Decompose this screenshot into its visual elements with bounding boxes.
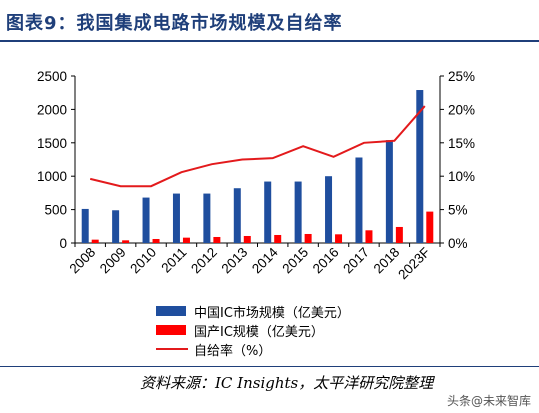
bar-market-2013: [233, 188, 241, 243]
x-tick-label: 2016: [310, 245, 342, 277]
x-tick-label: 2008: [66, 245, 98, 277]
x-tick-label: 2013: [219, 245, 251, 277]
report-header: 图表9：我国集成电路市场规模及自给率: [0, 0, 539, 42]
legend-label-domestic: 国产IC规模（亿美元）: [194, 325, 324, 340]
legend-item-domestic: 国产IC规模（亿美元）: [150, 321, 480, 340]
bar-domestic-2016: [335, 234, 343, 243]
bar-market-2012: [203, 193, 211, 243]
legend-item-selfsufficiency: 自给率（%）: [150, 340, 480, 359]
bar-domestic-2012: [213, 236, 221, 243]
legend-label-selfsufficiency: 自给率（%）: [194, 344, 272, 359]
x-tick-label: 2009: [97, 245, 129, 277]
bar-domestic-2009: [122, 240, 130, 243]
legend-item-market: 中国IC市场规模（亿美元）: [150, 302, 480, 321]
bar-domestic-2010: [152, 238, 160, 243]
legend-swatch-selfsufficiency: [156, 348, 188, 350]
x-tick-label: 2014: [249, 244, 281, 276]
x-tick-label: 2011: [158, 245, 189, 276]
bar-market-2017: [355, 157, 363, 243]
bar-market-2014: [264, 181, 272, 243]
bar-market-2009: [112, 210, 120, 243]
bar-domestic-2017: [365, 230, 373, 243]
chart-area: 0 500 1000 1500 2000 2500 0% 5% 10% 15% 20% 25% 2008…: [37, 69, 475, 283]
title-divider: [0, 40, 539, 42]
bar-market-2018: [385, 140, 393, 243]
y-left-tick-label: 1500: [37, 136, 67, 151]
y-left-tick-label: 500: [44, 203, 67, 218]
y-right-tick-label: 5%: [448, 203, 468, 218]
y-left-tick-label: 2000: [37, 102, 67, 117]
bar-domestic-2018: [395, 226, 403, 243]
y-right-tick-label: 15%: [448, 136, 475, 151]
y-left-tick-label: 1000: [37, 169, 67, 184]
bar-domestic-2011: [182, 237, 190, 243]
legend-label-market: 中国IC市场规模（亿美元）: [194, 306, 350, 321]
bar-market-2010: [142, 197, 150, 243]
bar-market-2008: [81, 208, 89, 243]
y-right-tick-label: 10%: [448, 169, 475, 184]
y-left-tick-label: 2500: [37, 69, 67, 84]
x-tick-label: 2010: [127, 245, 159, 277]
bar-domestic-2014: [274, 234, 282, 243]
bar-domestic-2013: [243, 235, 251, 243]
y-left-tick-label: 0: [59, 236, 67, 251]
bar-domestic-2008: [91, 239, 99, 243]
chart-title: 图表9：我国集成电路市场规模及自给率: [6, 13, 343, 34]
bar-market-2011: [172, 193, 180, 243]
y-right-tick-label: 20%: [448, 102, 475, 117]
x-tick-label: 2023F: [395, 245, 433, 283]
x-tick-label: 2012: [188, 245, 220, 277]
bar-market-2023F: [416, 90, 424, 243]
legend-swatch-market: [156, 306, 186, 316]
watermark: 头条@未来智库: [446, 394, 531, 408]
source-note: 资料来源：IC Insights，太平洋研究院整理: [140, 374, 434, 392]
chart-legend: 中国IC市场规模（亿美元） 国产IC规模（亿美元） 自给率（%）: [150, 302, 480, 359]
bar-market-2015: [294, 181, 302, 243]
legend-swatch-domestic: [156, 325, 186, 335]
y-right-tick-label: 25%: [448, 69, 475, 84]
bar-domestic-2023F: [426, 211, 434, 243]
x-tick-label: 2017: [340, 245, 372, 277]
bar-domestic-2015: [304, 233, 312, 243]
line-selfsufficiency: [89, 105, 426, 188]
y-right-tick-label: 0%: [448, 236, 468, 251]
source-divider: [0, 366, 539, 367]
bar-market-2016: [325, 176, 333, 243]
x-tick-label: 2015: [279, 245, 311, 277]
